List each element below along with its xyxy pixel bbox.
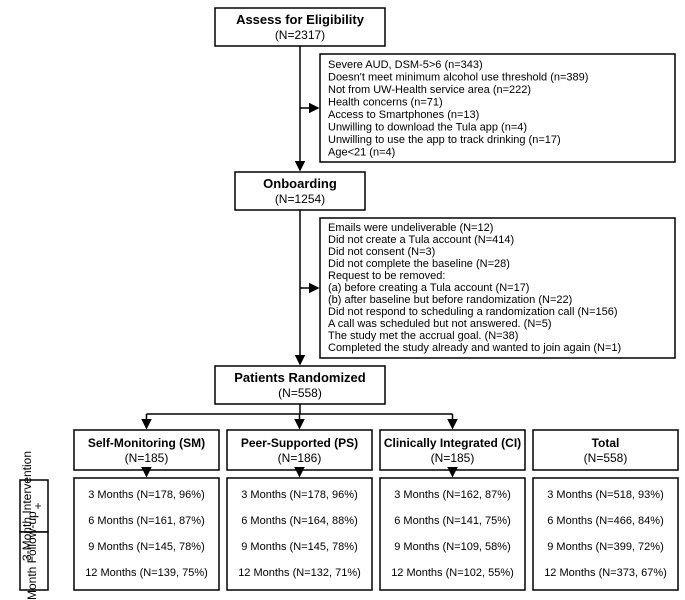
exclusion1-line: Age<21 (n=4) <box>328 147 395 159</box>
exclusion1-line: Not from UW-Health service area (n=222) <box>328 84 531 96</box>
followup-ps-line: 3 Months (N=178, 96%) <box>241 489 357 501</box>
randomized-title: Patients Randomized <box>234 370 366 385</box>
flowchart: Assess for Eligibility(N=2317) Severe AUD… <box>0 0 685 600</box>
exclusion1-line: Severe AUD, DSM-5>6 (n=343) <box>328 59 483 71</box>
exclusion1-line: Unwilling to download the Tula app (n=4) <box>328 122 527 134</box>
arm-ps-sub: (N=186) <box>278 451 322 465</box>
followup-sm-line: 9 Months (N=145, 78%) <box>88 541 204 553</box>
followup-ps-line: 6 Months (N=164, 88%) <box>241 515 357 527</box>
exclusion2-line: Did not consent (N=3) <box>328 246 435 258</box>
exclusion2-line: Did not respond to scheduling a randomiz… <box>328 306 618 318</box>
arm-ps-title: Peer-Supported (PS) <box>241 436 358 450</box>
followup-sm-line: 3 Months (N=178, 96%) <box>88 489 204 501</box>
exclusion2-line: Completed the study already and wanted t… <box>328 342 621 354</box>
exclusion2-line: (a) before creating a Tula account (N=17… <box>328 282 529 294</box>
side-label-plus: + <box>31 502 45 509</box>
exclusion2-line: (b) after baseline but before randomizat… <box>328 294 572 306</box>
followup-ci-line: 6 Months (N=141, 75%) <box>394 515 510 527</box>
assess-sub: (N=2317) <box>275 28 325 42</box>
followup-total-line: 9 Months (N=399, 72%) <box>547 541 663 553</box>
exclusion2-line: A call was scheduled but not answered. (… <box>328 318 552 330</box>
followup-total-line: 3 Months (N=518, 93%) <box>547 489 663 501</box>
exclusion2-line: Emails were undeliverable (N=12) <box>328 222 493 234</box>
arm-ci-sub: (N=185) <box>431 451 475 465</box>
onboarding-sub: (N=1254) <box>275 192 325 206</box>
assess-title: Assess for Eligibility <box>236 12 365 27</box>
followup-sm-line: 6 Months (N=161, 87%) <box>88 515 204 527</box>
arm-total-title: Total <box>592 436 620 450</box>
exclusion2-line: The study met the accrual goal. (N=38) <box>328 330 518 342</box>
exclusion2-line: Did not create a Tula account (N=414) <box>328 234 514 246</box>
randomized-sub: (N=558) <box>278 386 322 400</box>
followup-ci-line: 12 Months (N=102, 55%) <box>391 567 514 579</box>
exclusion1-line: Unwilling to use the app to track drinki… <box>328 134 561 146</box>
exclusion1-line: Health concerns (n=71) <box>328 97 443 109</box>
followup-total-line: 6 Months (N=466, 84%) <box>547 515 663 527</box>
onboarding-title: Onboarding <box>263 176 337 191</box>
exclusion2-line: Did not complete the baseline (N=28) <box>328 258 510 270</box>
side-label-bottom: 9-Month Follow-up <box>25 511 39 600</box>
arm-total-sub: (N=558) <box>584 451 628 465</box>
arm-ci-title: Clinically Integrated (CI) <box>384 436 521 450</box>
followup-ci-line: 9 Months (N=109, 58%) <box>394 541 510 553</box>
arm-sm-sub: (N=185) <box>125 451 169 465</box>
followup-ps-line: 9 Months (N=145, 78%) <box>241 541 357 553</box>
followup-total-line: 12 Months (N=373, 67%) <box>544 567 667 579</box>
followup-ps-line: 12 Months (N=132, 71%) <box>238 567 361 579</box>
arm-sm-title: Self-Monitoring (SM) <box>88 436 205 450</box>
followup-sm-line: 12 Months (N=139, 75%) <box>85 567 208 579</box>
exclusion2-line: Request to be removed: <box>328 270 445 282</box>
followup-ci-line: 3 Months (N=162, 87%) <box>394 489 510 501</box>
exclusion1-line: Access to Smartphones (n=13) <box>328 109 479 121</box>
exclusion1-line: Doesn't meet minimum alcohol use thresho… <box>328 72 588 84</box>
